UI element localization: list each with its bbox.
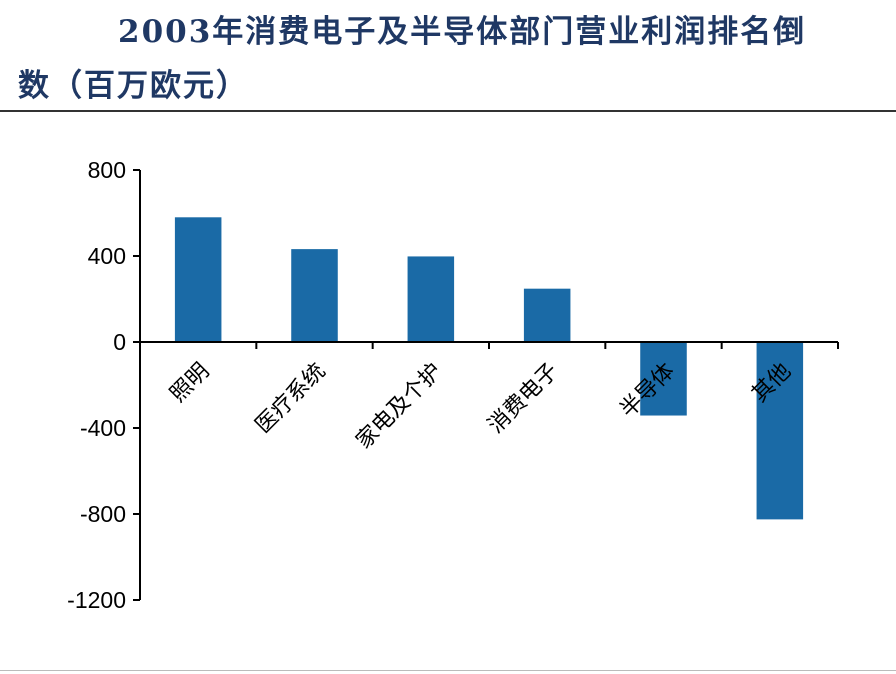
bar-1 [174,217,222,342]
title-divider [0,110,896,112]
bar-2 [291,249,338,342]
bar-5 [640,342,687,416]
bar-3 [407,256,455,342]
y-tick-label-3: 0 [113,329,126,355]
x-category-label-1: 照明 [166,359,215,408]
chart-title-line2: 数（百万欧元） [18,68,249,104]
bar-6 [756,342,804,520]
y-tick-label-4: -400 [80,415,126,441]
y-tick-label-6: -1200 [67,587,126,613]
x-category-label-4: 消费电子 [483,359,563,439]
x-category-label-3: 家电及个护 [352,359,447,454]
y-tick-label-1: 800 [88,157,126,183]
bar-4 [523,288,571,342]
y-tick-label-2: 400 [88,243,126,269]
chart-title-line1: 2003年消费电子及半导体部门营业利润排名倒 [118,14,807,50]
bottom-divider [0,670,896,671]
y-tick-label-5: -800 [80,501,126,527]
x-category-label-2: 医疗系统 [251,359,331,439]
